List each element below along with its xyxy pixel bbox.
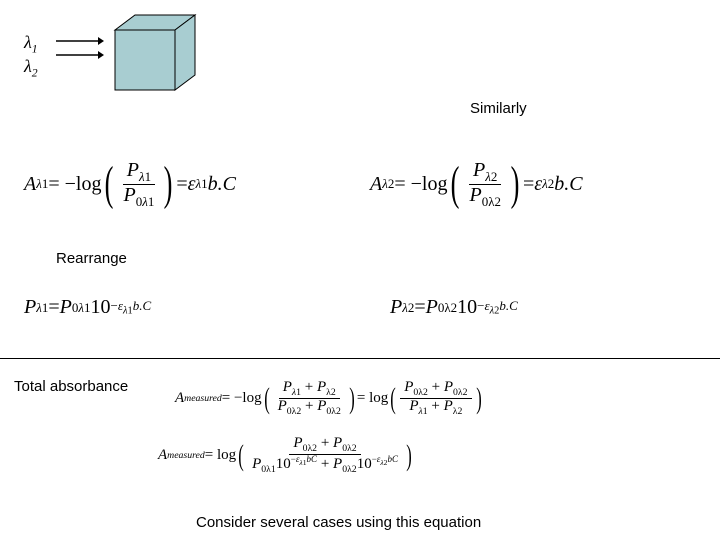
section-divider — [0, 358, 720, 359]
label-rearrange: Rearrange — [56, 250, 127, 267]
lambda-labels: λ1 λ2 — [24, 32, 38, 79]
beam-arrow-1 — [56, 36, 104, 46]
equation-a-measured-1: Ameasured = −log ( Pλ1 + Pλ2 P0λ2 + P0λ2… — [175, 380, 484, 417]
equation-p-lambda2: Pλ2 = P0λ2 10−ελ2b.C — [390, 296, 518, 319]
label-similarly: Similarly — [470, 100, 527, 117]
label-consider: Consider several cases using this equati… — [196, 514, 481, 531]
equation-p-lambda1: Pλ1 = P0λ1 10−ελ1b.C — [24, 296, 151, 319]
equation-a-lambda2: Aλ2 = −log ( Pλ2 P0λ2 ) = ελ2b.C — [370, 160, 583, 208]
equation-a-measured-2: Ameasured = log ( P0λ2 + P0λ2 P0λ110−ελ1… — [158, 436, 414, 475]
absorption-cube-diagram — [110, 10, 200, 100]
lambda2-symbol: λ — [24, 56, 32, 76]
equation-a-lambda1: Aλ1 = −log ( Pλ1 P0λ1 ) = ελ1b.C — [24, 160, 236, 208]
label-total-absorbance: Total absorbance — [14, 378, 128, 395]
beam-arrow-2 — [56, 50, 104, 60]
lambda1-symbol: λ — [24, 32, 32, 52]
